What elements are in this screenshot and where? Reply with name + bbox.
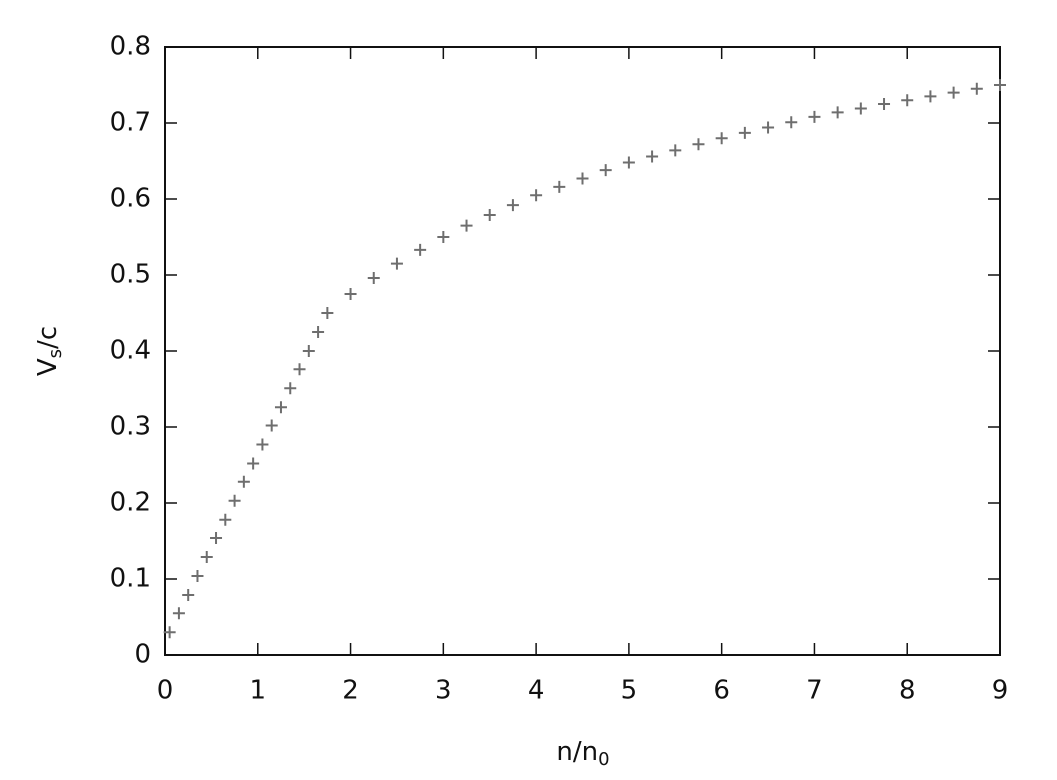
x-tick-label: 8 xyxy=(899,676,916,706)
data-point xyxy=(284,382,297,395)
x-axis-label: n/n0 xyxy=(556,737,609,771)
data-point xyxy=(669,144,682,157)
y-tick-label: 0.2 xyxy=(110,488,151,518)
plot-frame xyxy=(164,46,1001,656)
data-point xyxy=(808,110,821,123)
data-point xyxy=(738,126,751,139)
data-point xyxy=(414,243,427,256)
data-point xyxy=(622,156,635,169)
y-tick-label: 0.1 xyxy=(110,564,151,594)
x-label-text: n/n xyxy=(556,737,598,767)
data-point xyxy=(237,475,250,488)
data-point xyxy=(321,307,334,319)
data-point xyxy=(247,457,260,470)
x-tick-label: 2 xyxy=(342,676,359,706)
x-tick-label: 0 xyxy=(157,676,174,706)
y-tick-label: 0.7 xyxy=(110,108,151,138)
data-point xyxy=(460,219,473,232)
data-point xyxy=(191,569,204,582)
data-point xyxy=(367,272,380,285)
data-point xyxy=(646,150,659,163)
data-point xyxy=(901,94,914,107)
data-point xyxy=(506,199,519,212)
y-tick-label: 0.8 xyxy=(110,32,151,62)
y-tick-label: 0.3 xyxy=(110,412,151,442)
data-point xyxy=(228,494,241,507)
data-point xyxy=(210,531,223,544)
y-tick-label: 0 xyxy=(134,640,151,670)
data-point xyxy=(970,82,983,95)
data-point xyxy=(715,132,728,145)
x-tick-label: 6 xyxy=(713,676,730,706)
data-point xyxy=(163,626,176,639)
data-point xyxy=(553,180,566,193)
data-point xyxy=(390,257,403,270)
data-point xyxy=(785,116,798,129)
data-point xyxy=(878,98,891,110)
data-point xyxy=(312,326,325,338)
x-tick-label: 7 xyxy=(806,676,823,706)
data-point xyxy=(994,79,1006,91)
x-tick-label: 1 xyxy=(250,676,267,706)
data-point xyxy=(599,164,612,177)
data-point xyxy=(172,607,185,620)
data-point xyxy=(182,588,195,601)
data-point xyxy=(293,363,306,376)
x-tick-label: 3 xyxy=(435,676,452,706)
data-point xyxy=(256,438,269,451)
data-point xyxy=(530,189,543,202)
y-tick-label: 0.4 xyxy=(110,336,151,366)
data-point xyxy=(854,102,867,115)
data-point xyxy=(831,106,844,119)
data-point xyxy=(265,419,278,432)
data-point xyxy=(947,86,960,99)
y-label-subscript: s xyxy=(45,349,66,358)
data-point xyxy=(437,231,450,243)
data-point xyxy=(302,345,315,357)
y-tick-label: 0.5 xyxy=(110,260,151,290)
x-tick-label: 4 xyxy=(528,676,545,706)
data-point xyxy=(762,121,775,134)
x-tick-label: 9 xyxy=(992,676,1009,706)
data-point xyxy=(692,138,705,151)
data-point xyxy=(483,208,496,221)
y-label-text: V xyxy=(33,358,63,376)
data-point xyxy=(200,550,213,563)
x-label-subscript: 0 xyxy=(598,749,609,770)
data-point xyxy=(219,513,232,526)
data-point xyxy=(924,90,937,103)
data-point xyxy=(274,401,287,414)
y-tick-label: 0.6 xyxy=(110,184,151,214)
data-point xyxy=(344,288,357,300)
y-label-suffix: /c xyxy=(33,326,63,349)
x-tick-label: 5 xyxy=(621,676,638,706)
data-point xyxy=(576,172,589,185)
y-axis-label: Vs/c xyxy=(33,326,67,376)
